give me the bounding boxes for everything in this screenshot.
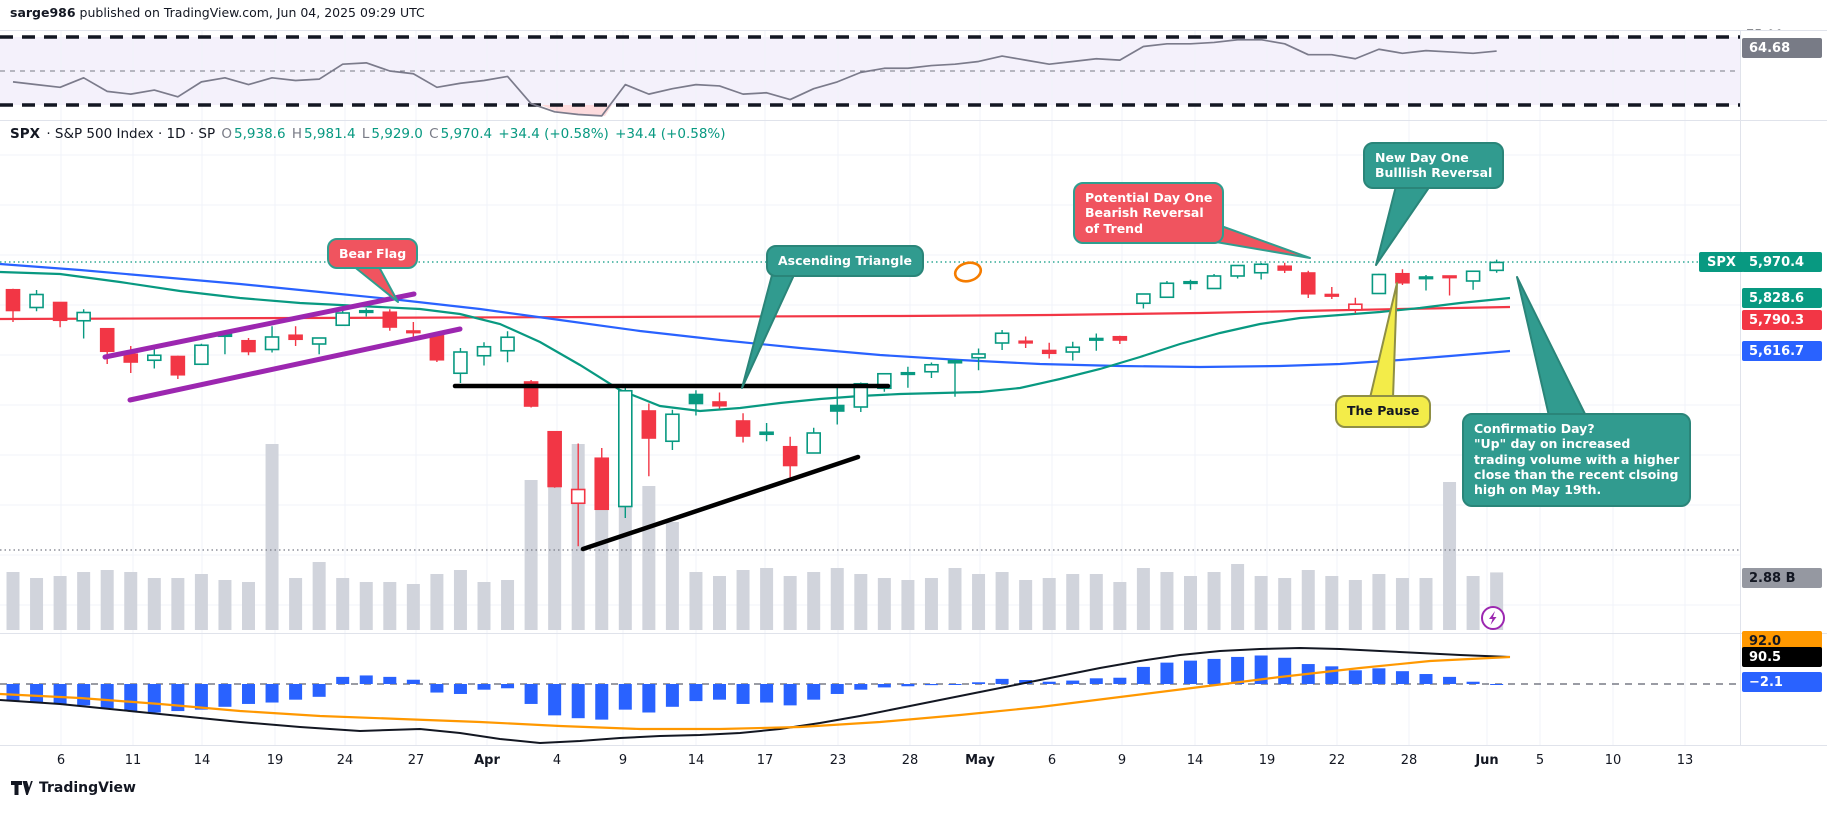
candlestick-series [5,259,1504,547]
publish-user: sarge986 [10,5,76,20]
publish-info: published on TradingView.com, Jun 04, 20… [75,5,425,20]
callout-ascending-triangle[interactable]: Ascending Triangle [766,245,924,277]
callout-confirmation-day[interactable]: Confirmatio Day? "Up" day on increased t… [1462,413,1692,507]
callout-the-pause[interactable]: The Pause [1335,395,1432,428]
time-axis-label[interactable]: 22 [1328,753,1346,768]
symbol-line-segment: O [221,126,233,142]
symbol-line-segment: +34.4 (+0.58%) [494,126,609,142]
symbol-line-segment: 5,929.0 [371,126,423,142]
time-axis-label[interactable]: Apr [474,753,500,768]
time-axis-label[interactable]: 9 [1117,753,1127,768]
lower-indicator [0,646,1740,745]
tradingview-logo-icon [11,781,33,795]
symbol-line-segment: H [287,126,303,142]
symbol-line-segment: SPX [10,126,41,142]
time-axis-label[interactable]: 14 [193,753,211,768]
signal-value-badge: 92.0 [1742,631,1822,651]
symbol-line-segment: 5,938.6 [234,126,286,142]
time-axis-label[interactable]: 27 [407,753,425,768]
axis-vertical-separator [1740,30,1741,745]
ma-fast-badge: 5,828.6 [1742,288,1822,308]
hist-value-badge: −2.1 [1742,672,1822,692]
symbol-line-segment: C [424,126,439,142]
symbol-line-segment: +34.4 (+0.58%) [610,126,726,142]
time-axis-label[interactable]: 28 [901,753,919,768]
time-axis-label[interactable]: 28 [1400,753,1418,768]
time-axis-label[interactable]: 17 [756,753,774,768]
time-axis-label[interactable]: 24 [336,753,354,768]
time-axis-label[interactable]: 19 [1258,753,1276,768]
rsi-line [12,38,1497,117]
callout-new-day-one[interactable]: New Day One Bulllish Reversal [1363,142,1505,189]
symbol-line-segment: · S&P 500 Index · 1D · SP [42,126,220,142]
time-axis-label[interactable]: 9 [618,753,628,768]
time-axis-label[interactable]: Jun [1475,753,1499,768]
time-axis-label[interactable]: 11 [124,753,142,768]
time-axis-label[interactable]: 14 [1186,753,1204,768]
ma-mid-badge: 5,616.7 [1742,341,1822,361]
spx-price-tag: SPX [1699,252,1744,272]
trendline-drawings [102,261,983,552]
ma-slow-badge: 5,790.3 [1742,310,1822,330]
panel-separator-main-lower[interactable] [0,633,1827,634]
callout-potential-day-one[interactable]: Potential Day One Bearish Reversal of Tr… [1073,182,1225,244]
time-axis-label[interactable]: May [965,753,995,768]
callout-bear-flag[interactable]: Bear Flag [327,238,419,270]
rsi-underflow-fill [541,105,612,116]
panel-separator-rsi-main[interactable] [0,120,1827,121]
flash-button[interactable] [1481,606,1505,630]
time-axis-separator [0,745,1827,746]
price-axis-strip[interactable] [1740,30,1827,745]
time-axis-label[interactable]: 5 [1535,753,1545,768]
symbol-line-segment: 5,970.4 [440,126,493,142]
time-axis-label[interactable]: 13 [1676,753,1694,768]
tradingview-logo[interactable]: TradingView [10,779,136,797]
time-axis-label[interactable]: 4 [552,753,562,768]
time-axis-label[interactable]: 10 [1604,753,1622,768]
spx-last-price-badge: 5,970.4 [1742,252,1822,272]
volume-badge: 2.88 B [1742,568,1822,588]
volume-bars [6,444,1504,630]
time-axis-label[interactable]: 23 [829,753,847,768]
time-axis-label[interactable]: 6 [1047,753,1057,768]
symbol-ohlc-line[interactable]: SPX · S&P 500 Index · 1D · SP O 5,938.6 H… [10,126,728,142]
symbol-line-segment: L [357,126,370,142]
rsi-value-badge: 64.68 [1742,38,1822,58]
time-axis-label[interactable]: 19 [266,753,284,768]
moving-averages [0,262,1511,413]
symbol-line-segment: 5,981.4 [304,126,356,142]
time-axis-label[interactable]: 6 [56,753,66,768]
publish-header: sarge986 published on TradingView.com, J… [10,5,425,20]
panel-separator-top [0,30,1827,31]
time-axis-label[interactable]: 14 [687,753,705,768]
line-value-badge: 90.5 [1742,647,1822,667]
tradingview-logo-text: TradingView [39,780,136,796]
